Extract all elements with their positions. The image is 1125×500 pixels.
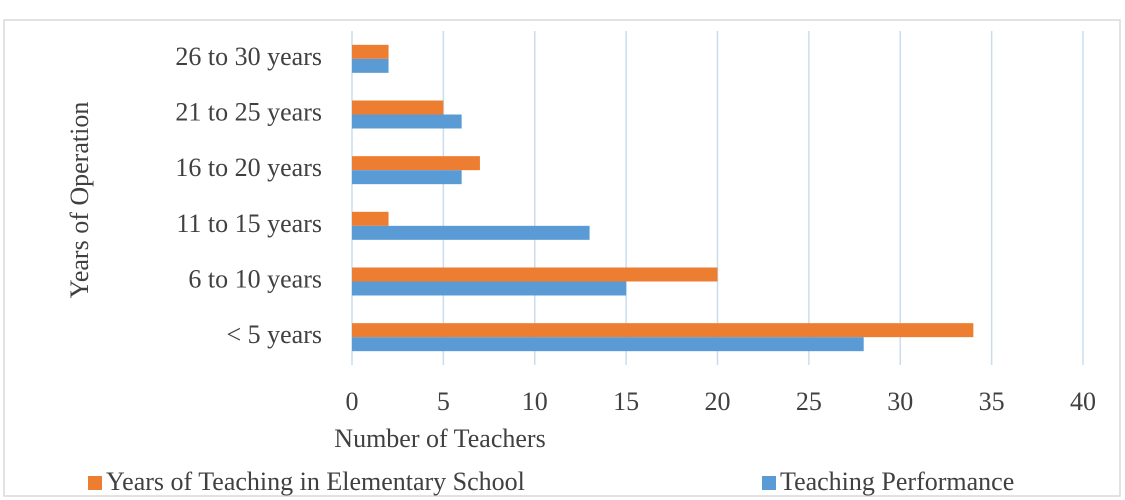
bar — [352, 225, 590, 240]
bar — [352, 323, 974, 338]
bar — [352, 211, 389, 226]
bar — [352, 58, 389, 73]
x-tick-label: 15 — [613, 387, 639, 416]
y-tick-label: 26 to 30 years — [175, 42, 322, 71]
x-tick-label: 30 — [887, 387, 913, 416]
y-tick-label: 21 to 25 years — [175, 97, 322, 126]
bar — [352, 156, 480, 171]
bar — [352, 170, 462, 185]
y-axis-title: Years of Operation — [65, 102, 94, 299]
y-tick-label: 11 to 15 years — [176, 209, 322, 238]
x-axis-title: Number of Teachers — [334, 424, 545, 453]
y-tick-label: 6 to 10 years — [188, 264, 322, 293]
bar — [352, 114, 462, 129]
legend-swatch — [762, 476, 776, 490]
legend-label: Years of Teaching in Elementary School — [106, 467, 525, 496]
x-tick-label: 0 — [346, 387, 359, 416]
bar — [352, 44, 389, 59]
x-tick-label: 35 — [979, 387, 1005, 416]
bar — [352, 100, 444, 115]
legend-swatch — [88, 476, 102, 490]
bar — [352, 337, 864, 352]
x-tick-label: 10 — [522, 387, 548, 416]
x-tick-label: 20 — [705, 387, 731, 416]
chart-frame — [3, 19, 1121, 497]
x-tick-label: 5 — [437, 387, 450, 416]
bar — [352, 281, 627, 296]
x-tick-label: 40 — [1070, 387, 1096, 416]
y-tick-label: 16 to 20 years — [175, 153, 322, 182]
x-tick-label: 25 — [796, 387, 822, 416]
legend-label: Teaching Performance — [780, 467, 1014, 496]
bar — [352, 267, 718, 282]
y-tick-label: < 5 years — [226, 320, 322, 349]
